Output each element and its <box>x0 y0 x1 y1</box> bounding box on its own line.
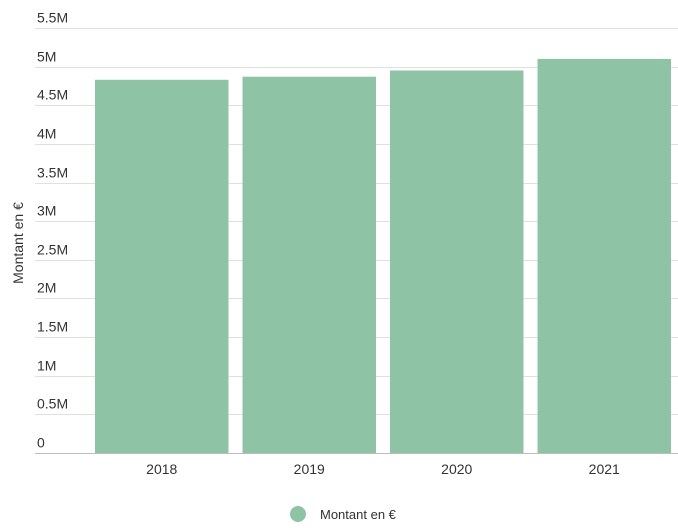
y-axis-ticks: 0 0.5M 1M 1.5M 2M 2.5M 3M 3.5M 4M 4.5M 5M 5.5M <box>37 10 68 451</box>
bar-2021 <box>537 58 671 454</box>
legend[interactable]: Montant en € <box>290 506 397 522</box>
y-tick-label: 1.5M <box>37 319 68 335</box>
y-tick-label: 4.5M <box>37 87 68 103</box>
y-tick-label: 3.5M <box>37 165 68 181</box>
y-tick-label: 4M <box>37 126 56 142</box>
y-tick-label: 0.5M <box>37 396 68 412</box>
x-tick-label: 2018 <box>146 461 177 477</box>
y-tick-label: 3M <box>37 203 56 219</box>
bars <box>95 58 671 454</box>
bar-2018 <box>95 79 229 453</box>
legend-swatch <box>290 506 306 522</box>
y-tick-label: 5M <box>37 49 56 65</box>
x-tick-label: 2021 <box>589 461 620 477</box>
x-axis-ticks: 2018 2019 2020 2021 <box>146 461 620 477</box>
y-tick-label: 5.5M <box>37 10 68 26</box>
y-tick-label: 0 <box>37 435 45 451</box>
x-tick-label: 2019 <box>294 461 325 477</box>
y-axis-label: Montant en € <box>10 202 26 284</box>
y-tick-label: 2.5M <box>37 242 68 258</box>
x-tick-label: 2020 <box>441 461 472 477</box>
y-tick-label: 2M <box>37 280 56 296</box>
legend-label: Montant en € <box>320 507 397 522</box>
bar-2019 <box>242 76 376 453</box>
bar-2020 <box>390 70 524 453</box>
y-tick-label: 1M <box>37 358 56 374</box>
